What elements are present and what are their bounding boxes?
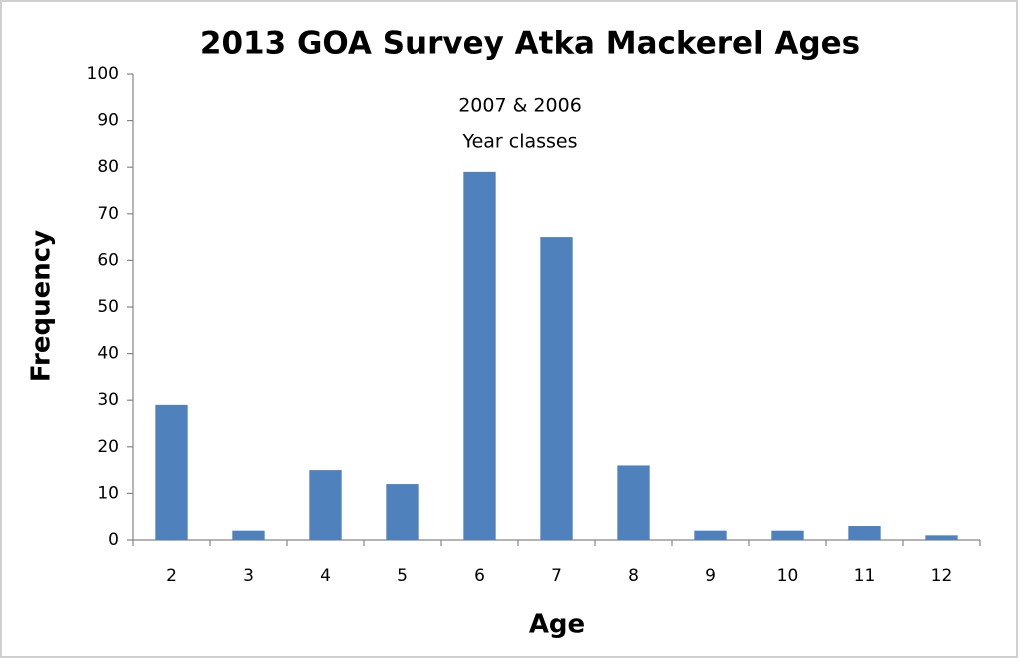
y-tick-label: 80 [97,157,119,177]
y-tick-label: 90 [97,111,119,131]
y-tick-label: 0 [108,530,119,550]
bar [463,171,496,541]
annotation: 2007 & 2006 [458,95,582,117]
bar [540,237,573,540]
x-tick-label: 2 [166,566,177,586]
x-tick-label: 4 [320,566,331,586]
bar [155,404,188,540]
y-tick-label: 20 [97,437,119,457]
x-tick-label: 11 [854,566,876,586]
bar [386,484,419,540]
x-tick-label: 9 [705,566,716,586]
y-tick-label: 100 [87,64,119,84]
annotation: Year classes [461,131,577,153]
y-tick-label: 50 [97,297,119,317]
x-tick-label: 7 [551,566,562,586]
bar [309,470,342,540]
bar [848,526,881,540]
y-tick-label: 10 [97,483,119,503]
x-tick-label: 10 [777,566,799,586]
y-tick-label: 40 [97,344,119,364]
bar [232,530,265,540]
x-tick-label: 12 [931,566,953,586]
y-tick-label: 60 [97,250,119,270]
y-tick-label: 30 [97,390,119,410]
bar [925,535,958,540]
x-axis-label: Age [529,610,585,640]
chart-title: 2013 GOA Survey Atka Mackerel Ages [200,26,860,62]
x-tick-label: 3 [243,566,254,586]
y-axis-label: Frequency [27,230,57,382]
x-tick-label: 5 [397,566,408,586]
x-tick-label: 8 [628,566,639,586]
y-tick-label: 70 [97,204,119,224]
bar [617,465,650,540]
bar [694,530,727,540]
x-tick-label: 6 [474,566,485,586]
bar [771,530,804,540]
